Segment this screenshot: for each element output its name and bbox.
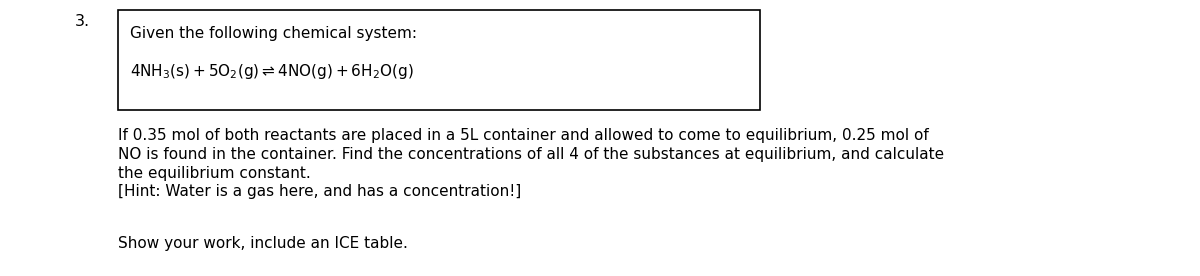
- Text: If 0.35 mol of both reactants are placed in a 5L container and allowed to come t: If 0.35 mol of both reactants are placed…: [118, 128, 929, 143]
- Bar: [118, 10, 760, 110]
- Text: Show your work, include an ICE table.: Show your work, include an ICE table.: [118, 236, 408, 251]
- Text: [Hint: Water is a gas here, and has a concentration!]: [Hint: Water is a gas here, and has a co…: [118, 184, 521, 199]
- Text: $4\mathrm{NH}_3\mathrm{(s) + 5O}_2\mathrm{(g)} \rightleftharpoons \mathrm{4NO(g): $4\mathrm{NH}_3\mathrm{(s) + 5O}_2\mathr…: [130, 62, 414, 81]
- Text: the equilibrium constant.: the equilibrium constant.: [118, 166, 311, 181]
- Text: 3.: 3.: [74, 14, 90, 29]
- Text: Given the following chemical system:: Given the following chemical system:: [130, 26, 418, 41]
- Text: NO is found in the container. Find the concentrations of all 4 of the substances: NO is found in the container. Find the c…: [118, 147, 944, 162]
